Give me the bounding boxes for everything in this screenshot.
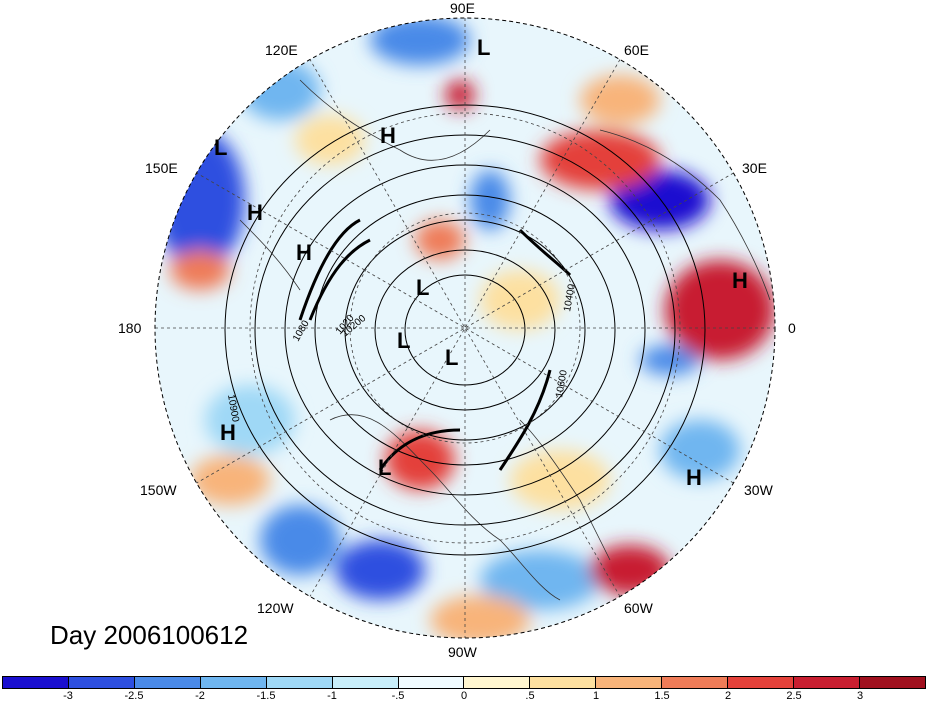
colorbar-swatch [332, 677, 399, 688]
high-marker: H [296, 240, 312, 265]
lon-label-180: 180 [118, 320, 142, 336]
low-marker: L [477, 35, 490, 60]
colorbar-swatch [596, 677, 663, 688]
colorbar-swatch [794, 677, 860, 688]
lon-label-150e: 150E [145, 160, 178, 176]
high-marker: H [732, 268, 748, 293]
graticule [155, 18, 775, 638]
lon-label-60w: 60W [624, 600, 653, 616]
colorbar-swatches [2, 676, 926, 689]
lon-label-120e: 120E [265, 42, 298, 58]
map-boundary [154, 17, 776, 639]
colorbar-swatch [662, 677, 729, 688]
colorbar-swatch [728, 677, 795, 688]
colorbar-swatch [464, 677, 531, 688]
contour-label: 10400 [562, 283, 578, 313]
lon-label-150w: 150W [140, 482, 177, 498]
colorbar-swatch [859, 677, 925, 688]
colorbar-tick-label: 3 [856, 690, 864, 702]
low-marker: L [445, 345, 458, 370]
low-marker: L [214, 135, 227, 160]
contour-label: 10600 [554, 369, 570, 399]
contour-label: 10900 [225, 394, 241, 424]
colorbar: -3 -2.5 -2 -1.5 -1 -.5 0 .5 1 1.5 2 2.5 3 [0, 674, 928, 702]
colorbar-swatch [134, 677, 201, 688]
lon-label-90e: 90E [450, 0, 475, 16]
colorbar-tick-label: -2.5 [124, 690, 144, 702]
colorbar-tick-label: -3 [63, 690, 73, 702]
colorbar-tick-label: 1.5 [654, 690, 670, 702]
high-marker: H [220, 420, 236, 445]
high-marker: H [247, 200, 263, 225]
colorbar-swatch [68, 677, 135, 688]
low-marker: L [378, 455, 391, 480]
lon-label-30e: 30E [742, 160, 767, 176]
colorbar-tick-label: 2 [724, 690, 732, 702]
low-marker: L [397, 328, 410, 353]
colorbar-tick-label: 1 [592, 690, 600, 702]
colorbar-swatch [530, 677, 597, 688]
colorbar-tick-label: -1 [327, 690, 337, 702]
high-marker: H [380, 123, 396, 148]
colorbar-swatch [3, 677, 69, 688]
lon-label-30w: 30W [744, 482, 773, 498]
pressure-markers: L H L H H L L L H H L H [214, 35, 748, 490]
day-label: Day 2006100612 [50, 620, 249, 650]
low-marker: L [416, 275, 429, 300]
colorbar-swatch [200, 677, 267, 688]
colorbar-tick-label: .5 [525, 690, 535, 702]
high-marker: H [686, 465, 702, 490]
polar-map: L H L H H L L L H H L H 1080 1020 10200 … [154, 17, 776, 639]
colorbar-tick-label: 0 [460, 690, 468, 702]
colorbar-swatch [398, 677, 465, 688]
coastlines [239, 79, 771, 601]
lon-label-60e: 60E [624, 42, 649, 58]
lon-label-120w: 120W [257, 600, 294, 616]
contour-labels: 1080 1020 10200 10900 10600 10400 [225, 283, 578, 424]
anomaly-field [155, 18, 775, 638]
colorbar-tick-label: 2.5 [786, 690, 802, 702]
lon-label-90w: 90W [448, 644, 477, 660]
colorbar-tick-label: -2 [195, 690, 205, 702]
colorbar-tick-label: -1.5 [256, 690, 276, 702]
lon-label-0: 0 [788, 320, 796, 336]
colorbar-tick-label: -.5 [391, 690, 405, 702]
colorbar-swatch [266, 677, 333, 688]
